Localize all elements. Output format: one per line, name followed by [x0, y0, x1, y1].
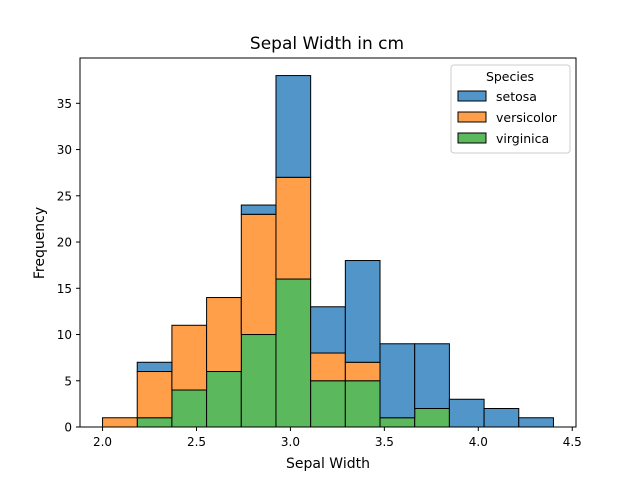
bar-virginica-bin-9: [414, 408, 450, 428]
legend-box: [450, 64, 571, 154]
bar-setosa-bin-8: [379, 343, 416, 419]
y-tick-label: 20: [57, 236, 72, 250]
bar-versicolor-bin-6: [310, 352, 346, 382]
bar-setosa-bin-6: [310, 306, 346, 354]
bar-virginica-bin-3: [206, 371, 242, 428]
bar-setosa-bin-4: [240, 204, 277, 215]
bar-versicolor-bin-1: [136, 371, 173, 419]
bar-virginica-bin-7: [344, 380, 381, 428]
legend: Species setosa versicolor virginica: [450, 64, 571, 154]
bar-versicolor-bin-5: [275, 176, 312, 280]
bar-versicolor-bin-7: [344, 361, 381, 382]
bar-virginica-bin-5: [275, 278, 312, 428]
legend-swatch-virginica: [457, 132, 487, 144]
y-tick-label: 0: [64, 421, 72, 435]
legend-swatch-setosa: [457, 90, 487, 102]
bar-virginica-bin-2: [171, 389, 208, 428]
x-axis: 2.0 2.5 3.0 3.5 4.0 4.5: [93, 427, 582, 449]
x-tick-label: 3.0: [281, 435, 300, 449]
bar-versicolor-bin-3: [206, 297, 242, 373]
y-tick-label: 30: [57, 143, 72, 157]
legend-label-virginica: virginica: [496, 131, 549, 146]
bar-setosa-bin-7: [344, 260, 381, 363]
legend-label-versicolor: versicolor: [496, 110, 558, 125]
legend-swatch-versicolor: [457, 111, 487, 123]
bar-versicolor-bin-2: [171, 324, 208, 391]
y-tick-label: 35: [57, 97, 72, 111]
bar-setosa-bin-1: [136, 361, 173, 373]
bar-setosa-bin-11: [483, 408, 520, 428]
bar-setosa-bin-5: [275, 75, 312, 178]
bar-versicolor-bin-4: [240, 213, 277, 336]
y-tick-label: 15: [57, 282, 72, 296]
x-tick-label: 4.0: [469, 435, 488, 449]
bar-virginica-bin-4: [240, 334, 277, 428]
chart-title: Sepal Width in cm: [250, 34, 404, 54]
y-axis-label: Frequency: [32, 207, 48, 279]
legend-label-setosa: setosa: [496, 89, 537, 104]
bar-virginica-bin-8: [379, 417, 416, 428]
y-tick-label: 25: [57, 189, 72, 203]
x-tick-label: 3.5: [375, 435, 394, 449]
bar-setosa-bin-12: [518, 417, 554, 428]
bar-virginica-bin-1: [136, 417, 173, 428]
legend-title: Species: [486, 69, 534, 84]
bar-virginica-bin-6: [310, 380, 346, 428]
bar-versicolor-bin-0: [102, 417, 138, 428]
x-tick-label: 2.0: [93, 435, 112, 449]
bar-setosa-bin-9: [414, 343, 450, 410]
x-tick-label: 2.5: [187, 435, 206, 449]
y-tick-label: 5: [64, 374, 72, 388]
y-tick-label: 10: [57, 328, 72, 342]
x-axis-label: Sepal Width: [286, 456, 370, 472]
bar-setosa-bin-10: [448, 398, 485, 428]
y-axis: 0 5 10 15 20 25 30 35: [57, 97, 80, 435]
x-tick-label: 4.5: [563, 435, 582, 449]
bars-layer: [102, 75, 554, 428]
